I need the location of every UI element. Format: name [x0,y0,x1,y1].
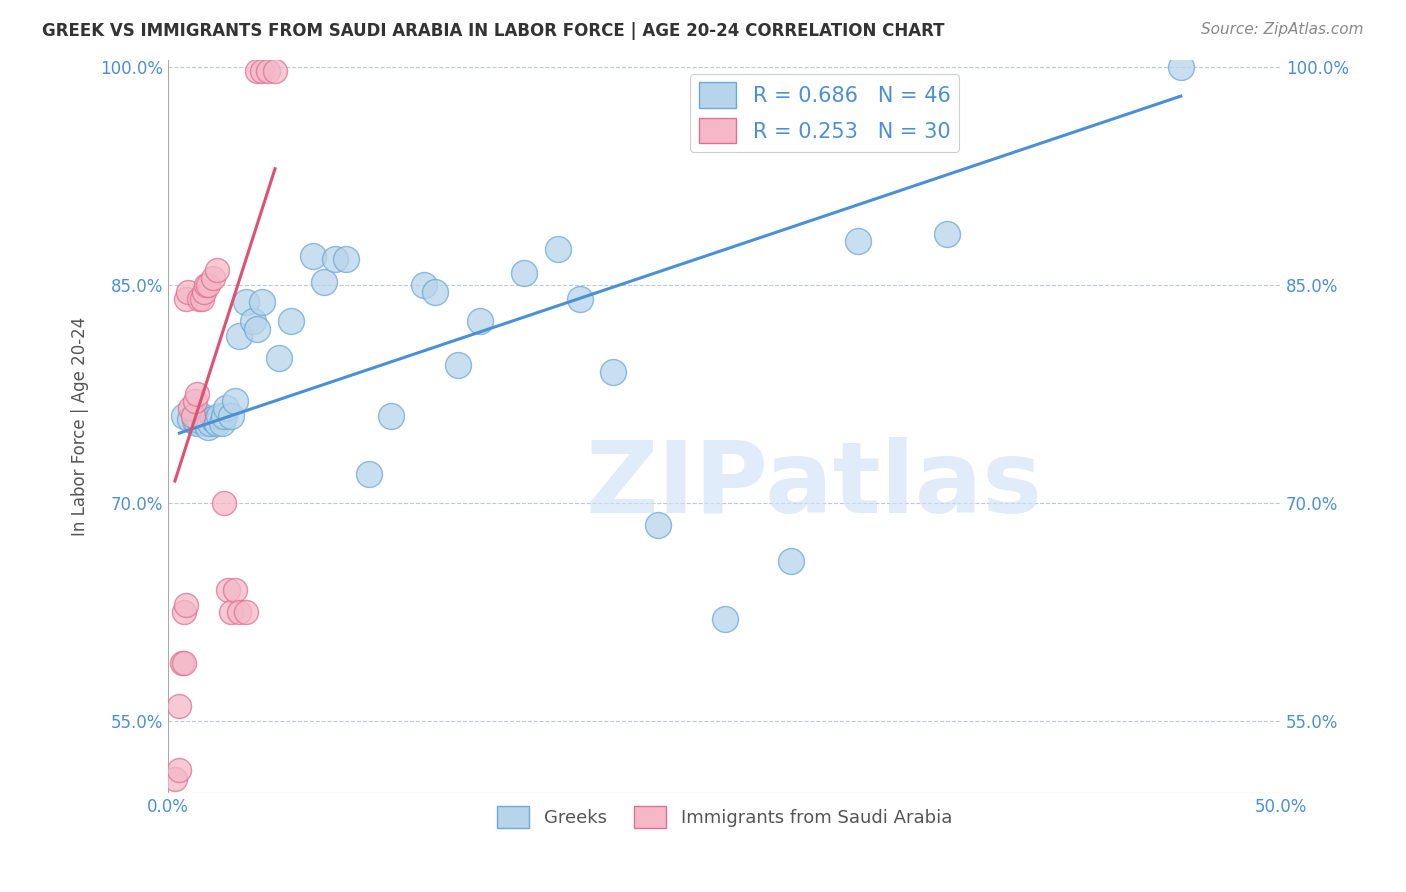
Point [211,416,233,430]
Point [170,656,193,670]
Point [602,365,624,379]
Point [195,277,218,292]
Point [228,605,250,619]
Point [193,411,215,425]
Point [212,496,235,510]
Point [217,582,239,597]
Point [215,401,238,416]
Point [201,270,224,285]
Point [195,416,218,430]
Point [323,252,346,266]
Point [246,321,269,335]
Point [257,64,280,78]
Point [174,293,197,307]
Point [193,285,215,300]
Point [1170,60,1192,74]
Point [468,314,491,328]
Point [186,416,208,430]
Point [780,554,803,568]
Point [568,293,591,307]
Y-axis label: In Labor Force | Age 20-24: In Labor Force | Age 20-24 [72,317,89,536]
Point [188,413,211,427]
Point [335,252,357,266]
Point [169,763,191,777]
Point [269,351,291,365]
Point [181,409,204,423]
Point [713,612,735,626]
Text: ZIPatlas: ZIPatlas [585,437,1042,533]
Point [264,64,287,78]
Point [302,249,325,263]
Point [179,411,201,425]
Point [177,285,200,300]
Point [647,517,669,532]
Point [163,772,186,786]
Text: GREEK VS IMMIGRANTS FROM SAUDI ARABIA IN LABOR FORCE | AGE 20-24 CORRELATION CHA: GREEK VS IMMIGRANTS FROM SAUDI ARABIA IN… [42,22,945,40]
Point [219,409,242,423]
Point [188,293,211,307]
Point [446,358,468,372]
Point [197,277,219,292]
Point [173,409,195,423]
Point [173,656,195,670]
Point [513,266,536,280]
Point [425,285,447,300]
Point [184,415,207,429]
Point [224,582,246,597]
Point [201,411,224,425]
Point [200,416,222,430]
Point [235,605,257,619]
Point [204,415,226,429]
Point [228,328,250,343]
Point [224,394,246,409]
Point [179,401,201,416]
Point [190,409,212,423]
Point [190,293,212,307]
Point [205,416,228,430]
Point [208,409,231,423]
Point [173,605,195,619]
Point [197,420,219,434]
Point [242,314,264,328]
Point [846,235,869,249]
Point [250,295,273,310]
Point [174,598,197,612]
Point [357,467,380,481]
Point [280,314,302,328]
Point [169,699,191,714]
Point [235,295,257,310]
Point [219,605,242,619]
Point [186,387,208,401]
Point [184,394,207,409]
Point [936,227,959,241]
Point [380,409,402,423]
Point [246,64,269,78]
Point [205,263,228,277]
Point [547,242,569,256]
Point [250,64,273,78]
Point [312,275,335,289]
Point [212,409,235,423]
Text: Source: ZipAtlas.com: Source: ZipAtlas.com [1201,22,1364,37]
Point [413,277,436,292]
Legend: Greeks, Immigrants from Saudi Arabia: Greeks, Immigrants from Saudi Arabia [489,799,959,836]
